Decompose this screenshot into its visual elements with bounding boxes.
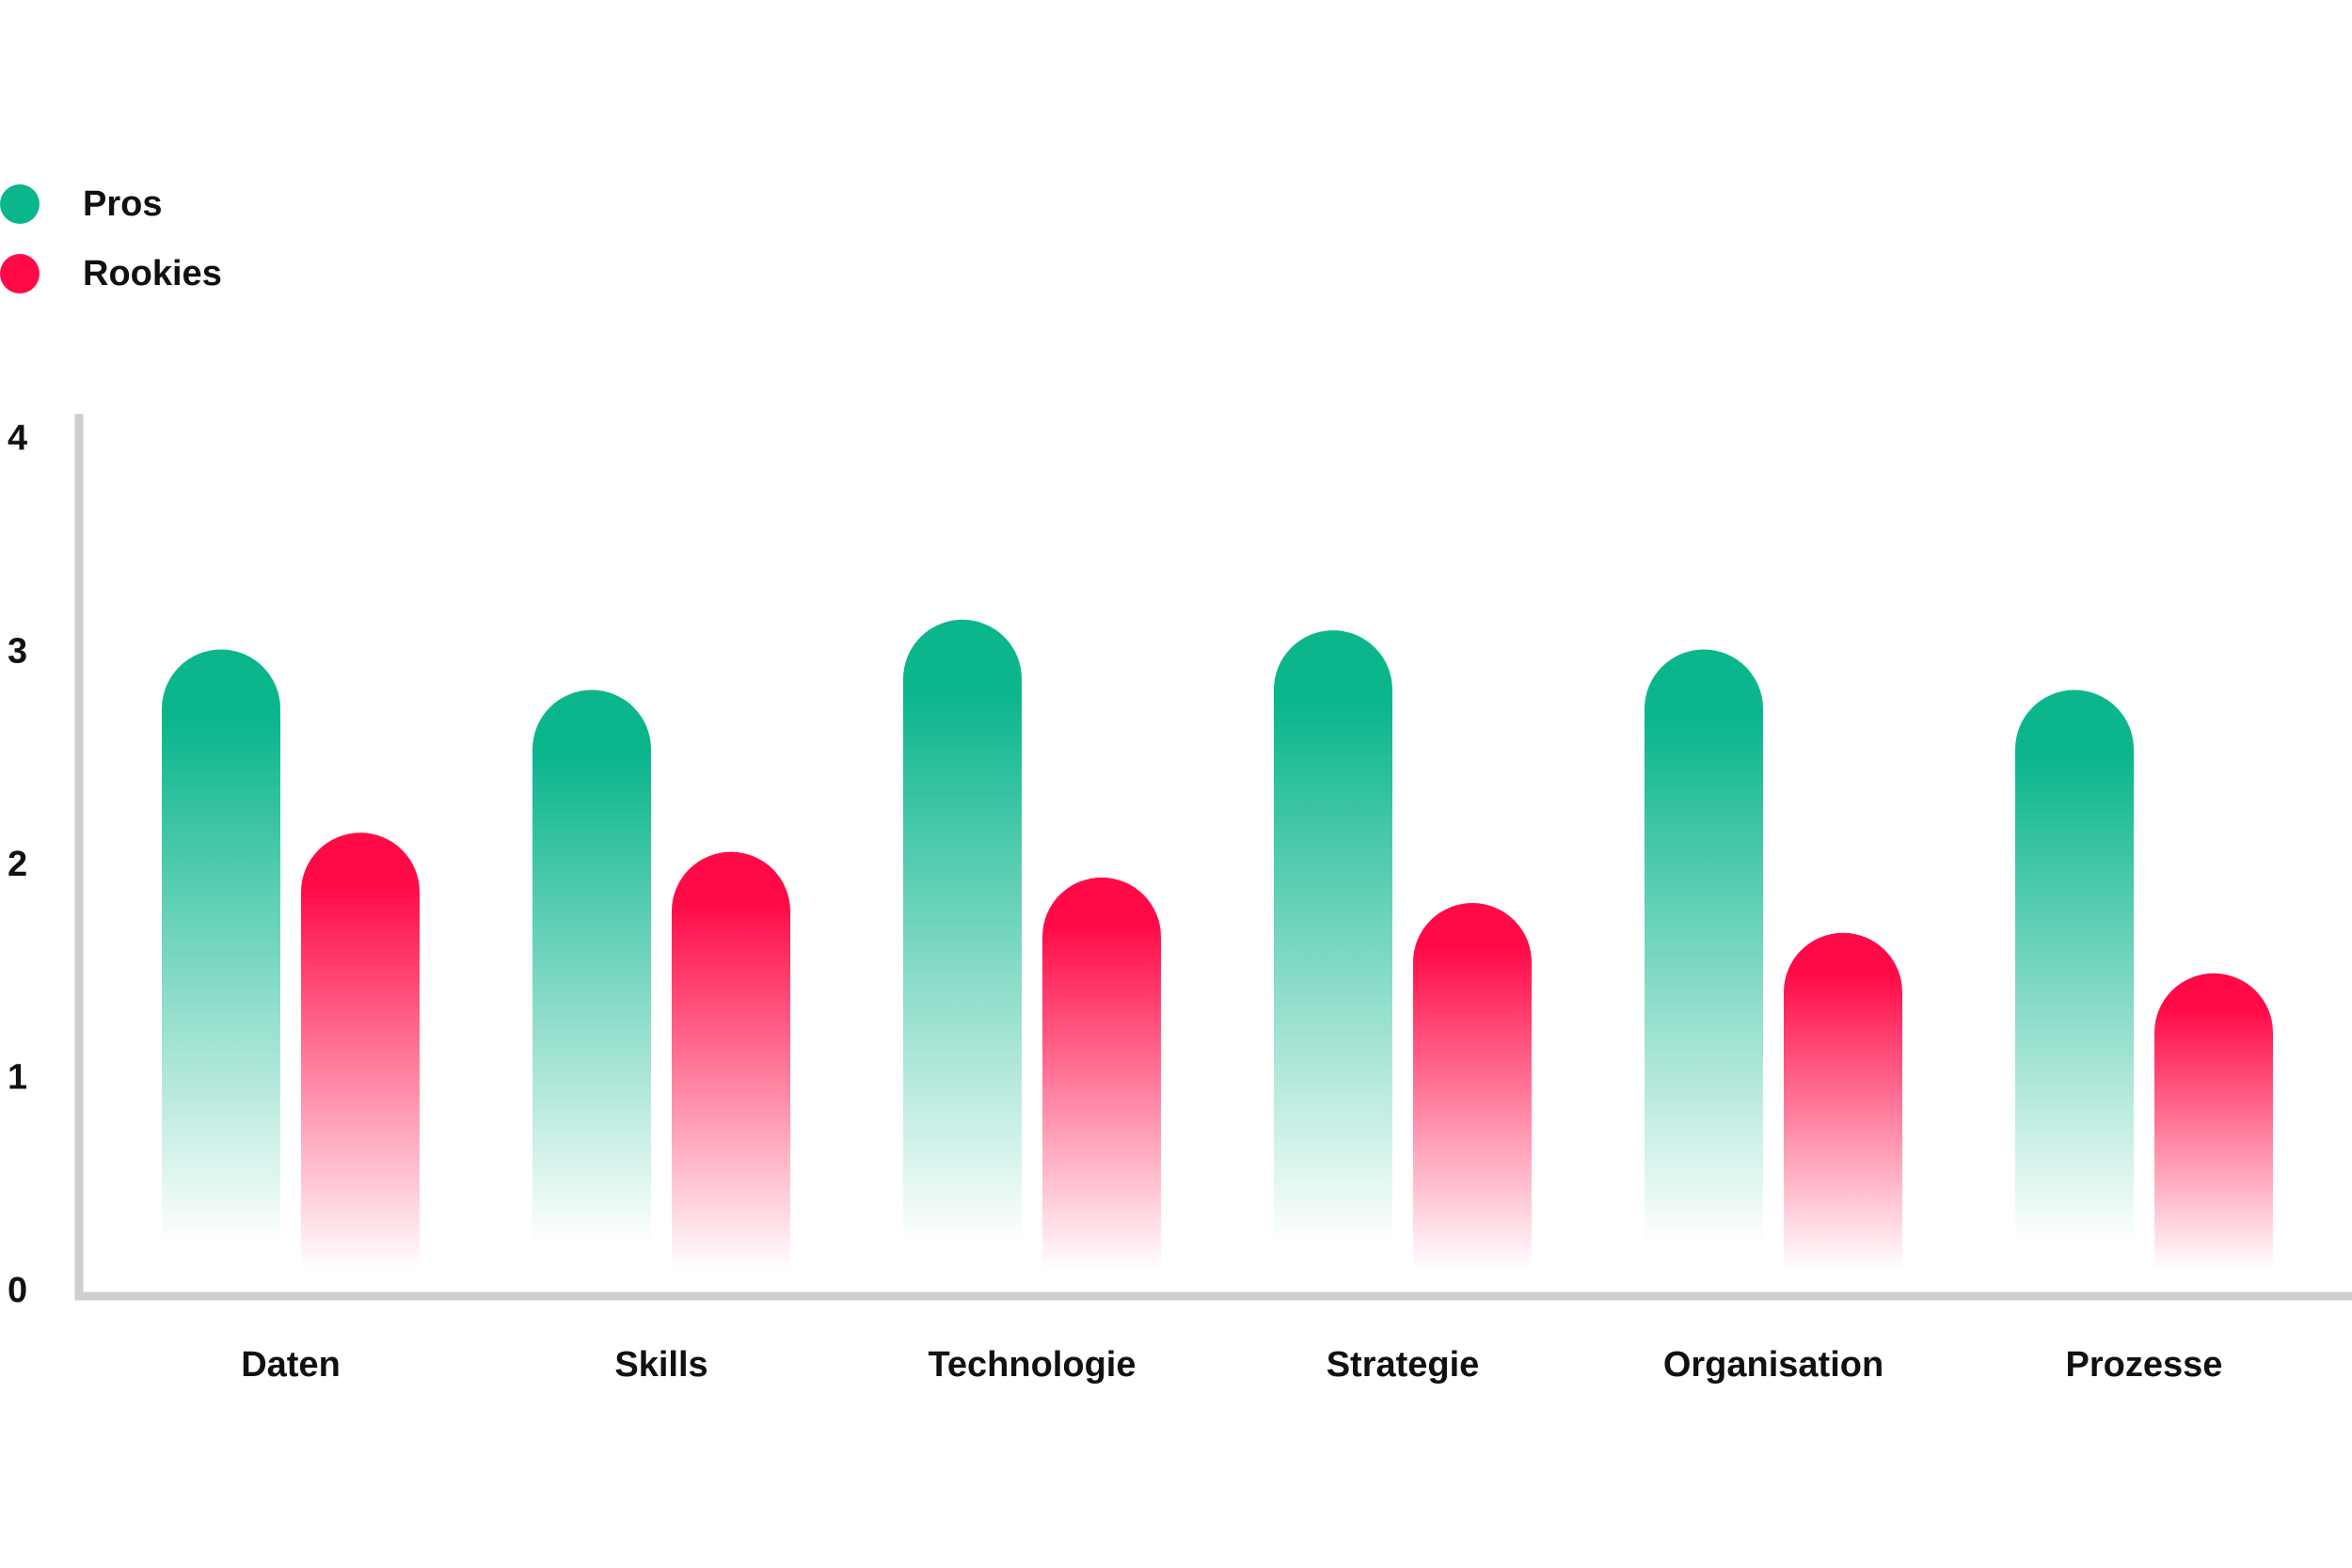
legend-swatch-pros xyxy=(0,184,40,224)
x-tick-label: Daten xyxy=(241,1345,341,1385)
x-tick-label: Technologie xyxy=(929,1345,1136,1385)
bar-rookies-daten xyxy=(301,832,420,1270)
legend-swatch-rookies xyxy=(0,254,40,293)
y-tick-labels: 0 1 2 3 4 xyxy=(8,419,27,1310)
legend-label-pros: Pros xyxy=(83,183,163,224)
x-tick-labels: Daten Skills Technologie Strategie Organisat… xyxy=(241,1345,2222,1385)
bar-rookies-skills xyxy=(672,851,790,1270)
y-tick-label: 3 xyxy=(8,632,27,672)
legend: Pros Rookies xyxy=(0,169,222,309)
legend-label-rookies: Rookies xyxy=(83,253,222,293)
x-tick-label: Strategie xyxy=(1327,1345,1480,1385)
y-tick-label: 1 xyxy=(8,1058,27,1098)
y-tick-label: 0 xyxy=(8,1271,27,1310)
x-tick-label: Organisation xyxy=(1663,1345,1883,1385)
bar-rookies-strategie xyxy=(1413,903,1532,1270)
x-tick-label: Prozesse xyxy=(2066,1345,2223,1385)
bar-rookies-organisation xyxy=(1784,932,1903,1270)
y-tick-label: 2 xyxy=(8,845,27,884)
bars-group xyxy=(162,619,2273,1270)
bar-pros-prozesse xyxy=(2015,689,2134,1243)
legend-item-rookies: Rookies xyxy=(0,239,222,309)
bar-pros-strategie xyxy=(1274,630,1392,1243)
bar-rookies-technologie xyxy=(1042,877,1161,1270)
bar-pros-daten xyxy=(162,649,280,1243)
bar-pros-technologie xyxy=(903,619,1022,1243)
bar-pros-organisation xyxy=(1645,649,1763,1243)
x-tick-label: Skills xyxy=(614,1345,707,1385)
bar-rookies-prozesse xyxy=(2154,973,2273,1270)
y-tick-label: 4 xyxy=(8,419,27,458)
legend-item-pros: Pros xyxy=(0,169,222,239)
bar-pros-skills xyxy=(532,689,651,1243)
